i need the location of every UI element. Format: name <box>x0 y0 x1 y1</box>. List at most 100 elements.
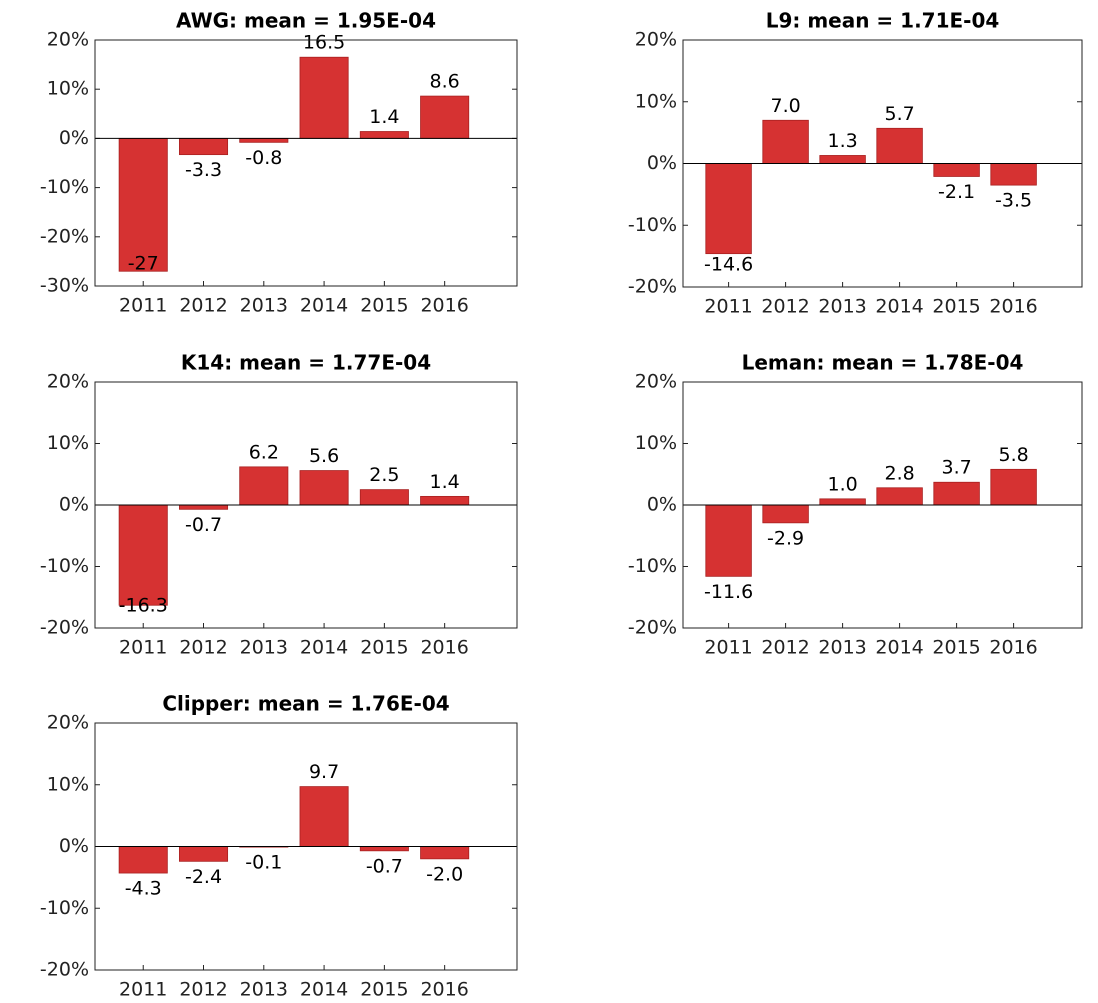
value-label: 1.4 <box>430 471 460 493</box>
bar <box>239 137 289 143</box>
bar <box>705 504 752 577</box>
axes-box <box>94 722 518 971</box>
value-label: 5.7 <box>884 103 914 125</box>
y-tick-label: 10% <box>47 78 89 100</box>
bar <box>299 56 349 139</box>
x-tick-label: 2013 <box>818 296 866 318</box>
bar <box>762 504 809 524</box>
x-tick-label: 2016 <box>420 637 468 659</box>
y-tick-label: -10% <box>40 176 89 198</box>
bar <box>705 163 752 255</box>
bar <box>359 489 409 506</box>
bar <box>876 487 923 506</box>
axes-box <box>94 381 518 629</box>
bar <box>299 786 349 847</box>
x-tick-label: 2011 <box>119 979 167 1001</box>
x-tick-label: 2014 <box>875 637 923 659</box>
y-tick-label: 0% <box>59 494 89 516</box>
y-tick-label: -20% <box>628 617 677 639</box>
chart-title: Clipper: mean = 1.76E-04 <box>162 692 449 716</box>
value-label: -2.1 <box>938 181 975 203</box>
bar <box>178 137 229 156</box>
value-label: 5.6 <box>309 445 339 467</box>
bar <box>178 846 229 862</box>
bar <box>118 846 168 874</box>
bar <box>990 468 1037 506</box>
value-label: -3.3 <box>185 159 222 181</box>
value-label: -2.0 <box>426 863 463 885</box>
bar <box>420 95 470 139</box>
y-tick-label: 20% <box>635 29 677 51</box>
y-tick-label: -10% <box>628 214 677 236</box>
x-tick-label: 2012 <box>761 296 809 318</box>
value-label: -0.7 <box>366 855 403 877</box>
bar <box>990 163 1037 186</box>
x-tick-label: 2016 <box>989 296 1037 318</box>
value-label: 9.7 <box>309 761 339 783</box>
value-label: 7.0 <box>770 95 800 117</box>
x-tick-label: 2013 <box>818 637 866 659</box>
y-tick-label: -20% <box>40 617 89 639</box>
value-label: -2.4 <box>185 866 222 888</box>
x-tick-label: 2011 <box>704 637 752 659</box>
x-tick-label: 2013 <box>240 979 288 1001</box>
value-label: 6.2 <box>249 441 279 463</box>
y-tick-label: -10% <box>40 555 89 577</box>
y-tick-label: 0% <box>59 835 89 857</box>
x-tick-label: 2014 <box>300 295 348 317</box>
y-tick-label: 20% <box>47 29 89 51</box>
y-tick-label: 10% <box>47 432 89 454</box>
axes-box <box>682 39 1083 288</box>
y-tick-label: 0% <box>647 494 677 516</box>
value-label: 3.7 <box>941 457 971 479</box>
bar <box>933 481 980 506</box>
value-label: 1.4 <box>369 106 399 128</box>
x-tick-label: 2016 <box>989 637 1037 659</box>
value-label: 2.5 <box>369 464 399 486</box>
bar <box>876 127 923 164</box>
y-tick-label: 0% <box>59 127 89 149</box>
y-tick-label: 0% <box>647 152 677 174</box>
value-label: 1.3 <box>827 130 857 152</box>
value-label: -27 <box>128 253 159 275</box>
value-label: -2.9 <box>767 527 804 549</box>
y-tick-label: 20% <box>635 371 677 393</box>
value-label: -11.6 <box>704 581 753 603</box>
x-tick-label: 2012 <box>761 637 809 659</box>
bar <box>118 504 168 606</box>
x-tick-label: 2012 <box>179 979 227 1001</box>
y-tick-label: -20% <box>40 225 89 247</box>
y-tick-label: -20% <box>40 959 89 981</box>
value-label: -0.8 <box>245 147 282 169</box>
x-tick-label: 2014 <box>300 979 348 1001</box>
bar <box>420 846 470 860</box>
x-tick-label: 2013 <box>240 295 288 317</box>
bar <box>118 137 168 272</box>
value-label: -16.3 <box>119 595 168 617</box>
bar <box>420 495 470 506</box>
bar <box>933 163 980 177</box>
y-tick-label: -10% <box>40 897 89 919</box>
y-tick-label: -30% <box>40 275 89 297</box>
x-tick-label: 2011 <box>119 637 167 659</box>
x-tick-label: 2014 <box>875 296 923 318</box>
chart-title: Leman: mean = 1.78E-04 <box>742 351 1024 375</box>
chart-title: AWG: mean = 1.95E-04 <box>176 9 436 33</box>
value-label: 8.6 <box>430 71 460 93</box>
y-tick-label: 20% <box>47 371 89 393</box>
value-label: -3.5 <box>995 190 1032 212</box>
bar <box>762 119 809 164</box>
value-label: -4.3 <box>125 878 162 900</box>
value-label: -0.7 <box>185 514 222 536</box>
y-tick-label: 20% <box>47 712 89 734</box>
bar <box>819 155 866 164</box>
x-tick-label: 2015 <box>360 979 408 1001</box>
axes-box <box>682 381 1083 629</box>
chart-title: K14: mean = 1.77E-04 <box>181 351 431 375</box>
y-tick-label: 10% <box>635 432 677 454</box>
bar <box>359 846 409 852</box>
x-tick-label: 2015 <box>932 637 980 659</box>
value-label: 2.8 <box>884 462 914 484</box>
x-tick-label: 2016 <box>420 979 468 1001</box>
